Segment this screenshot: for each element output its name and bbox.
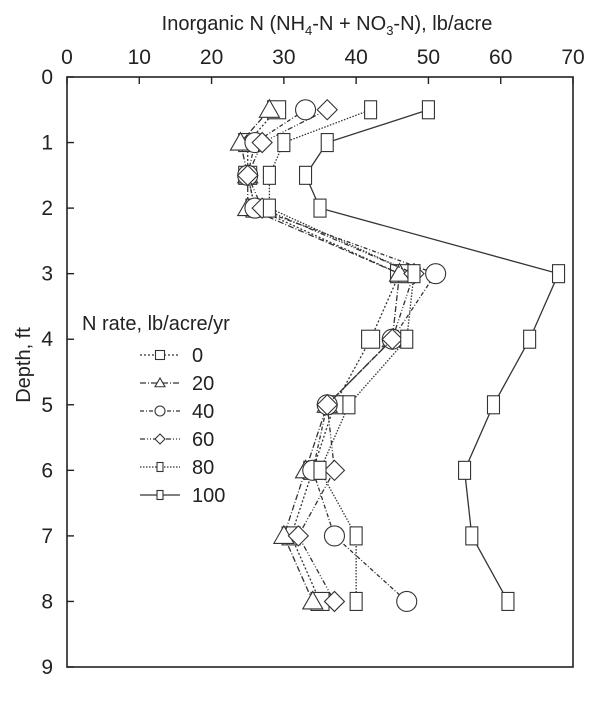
x-axis-title-part1: Inorganic N (NH [162,13,305,35]
y-tick-label: 1 [41,132,53,155]
data-point-rect-narrow [262,198,276,218]
data-point-rect-narrow [349,591,363,611]
legend: N rate, lb/acre/yr 0 20 40 60 80 100 [82,313,230,507]
data-point-circle [294,99,317,121]
x-axis-title: Inorganic N (NH4-N + NO3-N), lb/acre [162,13,493,38]
x-tick-label: 0 [61,46,73,69]
data-point-rect-narrow [277,133,291,153]
y-tick-label: 3 [41,263,53,286]
legend-title: N rate, lb/acre/yr [82,313,230,335]
x-tick-label: 60 [489,46,512,69]
legend-label: 40 [192,401,214,423]
data-point-rect-narrow [458,460,472,480]
data-point-circle [323,525,346,547]
x-axis-title-sub2: 3 [386,23,393,38]
legend-label: 100 [192,485,225,507]
data-point-rect-narrow [313,460,327,480]
y-tick-label: 2 [41,197,53,220]
series-80 [262,100,421,611]
data-point-triangle [258,98,281,118]
data-point-rect-narrow [320,133,334,153]
data-point-circle [425,263,447,285]
data-point-rect-narrow [349,526,363,546]
x-tick-label: 70 [561,46,584,69]
data-point-rect-narrow [421,100,435,120]
legend-item-80: 80 [140,457,214,479]
data-point-diamond [251,131,273,154]
data-point-rect-narrow [400,329,414,349]
x-axis-title-part2: -N + NO [312,13,386,35]
data-point-rect-narrow [407,264,421,284]
x-tick-label: 10 [128,46,151,69]
y-tick-label: 8 [41,590,53,613]
y-tick-label: 4 [41,328,53,351]
data-point-diamond [287,525,310,547]
data-point-diamond [154,433,166,445]
x-tick-label: 40 [344,46,367,69]
y-tick-label: 9 [41,656,53,679]
data-point-square [361,329,381,349]
y-ticks: 0 1 2 3 4 5 6 7 8 9 [41,66,74,679]
data-point-square [154,349,166,361]
y-tick-label: 6 [41,459,53,482]
data-point-diamond [323,459,346,482]
data-point-rect-narrow [501,591,515,611]
series-line [247,109,401,602]
data-point-rect-narrow [486,395,501,415]
series-line [268,109,415,602]
y-tick-label: 5 [41,394,53,417]
data-point-rect-narrow [298,165,313,185]
x-tick-label: 50 [417,46,440,69]
data-point-rect-narrow [156,489,164,501]
legend-label: 20 [192,373,214,395]
svg-text:Inorganic N (NH4-N + NO3-N), l: Inorganic N (NH4-N + NO3-N), lb/acre [162,13,493,38]
legend-item-100: 100 [140,485,225,507]
data-point-rect-narrow [313,198,327,218]
data-point-triangle [301,590,324,610]
series-line [247,109,415,602]
legend-item-60: 60 [140,429,214,451]
x-axis-title-part3: -N), lb/acre [393,13,492,35]
legend-label: 60 [192,429,214,451]
data-point-diamond [316,393,339,416]
data-point-circle [154,405,166,417]
legend-item-40: 40 [140,401,214,423]
y-axis-title: Depth, ft [13,327,35,403]
data-point-rect-narrow [551,264,566,284]
data-point-triangle [154,376,166,388]
x-axis-title-sub1: 4 [305,23,312,38]
data-point-rect-narrow [262,165,276,185]
data-point-diamond [316,98,339,121]
series-100 [298,100,566,611]
data-point-circle [396,590,418,612]
series-line [304,109,560,602]
data-point-rect-narrow [523,329,537,349]
legend-label: 0 [192,345,203,367]
x-ticks: 0 10 20 30 40 50 60 70 [61,46,585,84]
legend-item-0: 0 [140,345,203,367]
plot-frame [66,76,574,668]
legend-label: 80 [192,457,214,479]
data-point-diamond [323,590,346,613]
data-point-diamond [236,164,259,187]
data-point-diamond [381,328,404,351]
data-point-rect-narrow [342,395,356,415]
legend-item-20: 20 [140,373,214,395]
x-tick-label: 30 [272,46,295,69]
data-point-rect-narrow [364,100,378,120]
y-tick-label: 7 [41,525,53,548]
data-point-rect-narrow [156,461,164,473]
y-tick-label: 0 [41,66,53,89]
series-line [239,109,401,602]
data-point-rect-narrow [465,526,479,546]
series-layer [229,98,566,613]
x-tick-label: 20 [200,46,223,69]
